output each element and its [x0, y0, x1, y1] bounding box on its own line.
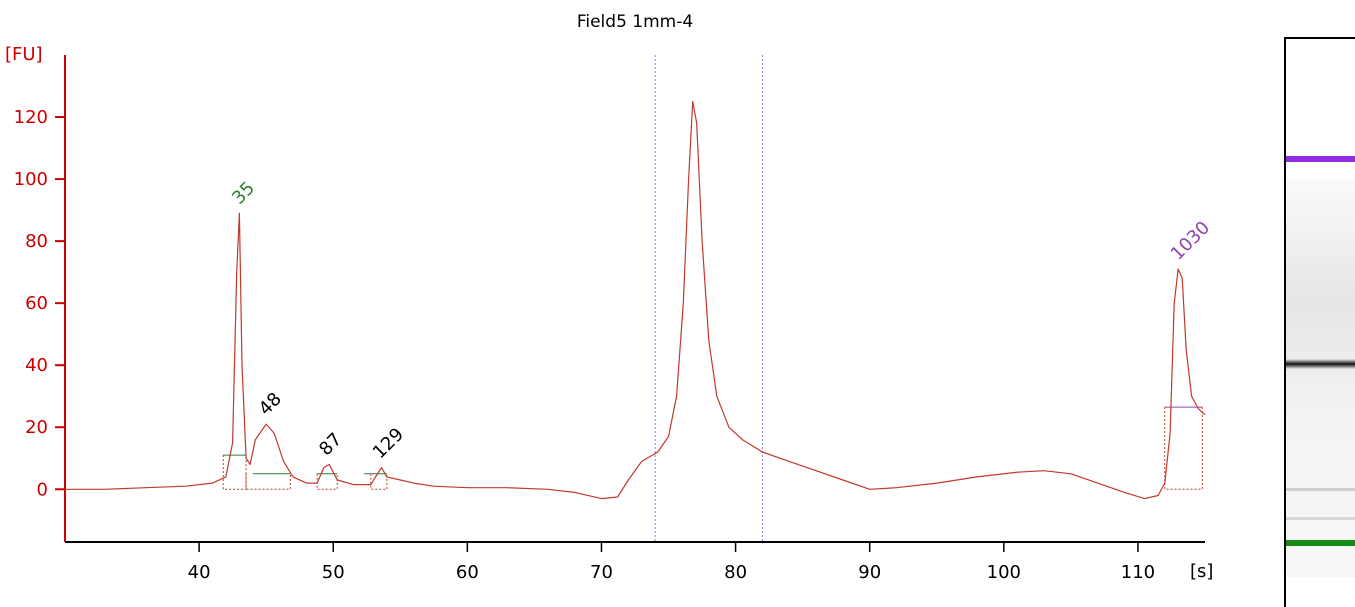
peak-area-boundary	[222, 455, 247, 490]
peak-label: 35	[228, 178, 259, 209]
signal-trace	[65, 100, 1206, 500]
main-band	[1286, 359, 1355, 369]
peak-labels: 35 48 87 129 1030	[228, 178, 1214, 463]
x-tick-label: 110	[1121, 562, 1155, 583]
x-tick-label: 100	[987, 562, 1021, 583]
y-axis-label: [FU]	[5, 44, 43, 65]
y-tick-label: 120	[14, 107, 48, 128]
trace-line	[65, 100, 1206, 500]
x-tick-label: 50	[322, 562, 345, 583]
region-dividers	[654, 55, 763, 542]
y-tick-label: 100	[14, 169, 48, 190]
peak-label: 1030	[1167, 217, 1214, 264]
peak-label: 48	[255, 389, 286, 420]
faint-band-1	[1286, 487, 1355, 491]
y-tick-label: 80	[25, 231, 48, 252]
faint-band-2	[1286, 516, 1355, 520]
y-tick-label: 0	[37, 479, 48, 500]
y-tick-label: 20	[25, 417, 48, 438]
gel-lane-background	[1286, 179, 1355, 577]
peak-area-boundary	[1164, 407, 1203, 490]
gel-lane	[1284, 37, 1355, 607]
y-tick-label: 40	[25, 355, 48, 376]
axes: 0 20 40 60 80 100 120 40 50 60 70 80 90 100 110	[14, 55, 1205, 583]
y-tick-label: 60	[25, 293, 48, 314]
x-tick-label: 40	[188, 562, 211, 583]
lower-marker-band	[1286, 540, 1355, 546]
electropherogram-chart: Field5 1mm-4 [FU] [s] 0 20 40 60 80 100 120 40 5…	[5, 12, 1214, 583]
upper-marker-band	[1286, 156, 1355, 162]
x-tick-label: 90	[858, 562, 881, 583]
peak-area-boundary	[316, 473, 338, 490]
peak-area-boundary	[245, 473, 291, 490]
peak-label: 129	[369, 424, 408, 463]
chart-title: Field5 1mm-4	[577, 12, 693, 32]
x-tick-label: 80	[724, 562, 747, 583]
x-tick-label: 60	[456, 562, 479, 583]
x-tick-label: 70	[590, 562, 613, 583]
peak-label: 87	[315, 429, 346, 460]
x-axis-label: [s]	[1190, 561, 1213, 582]
